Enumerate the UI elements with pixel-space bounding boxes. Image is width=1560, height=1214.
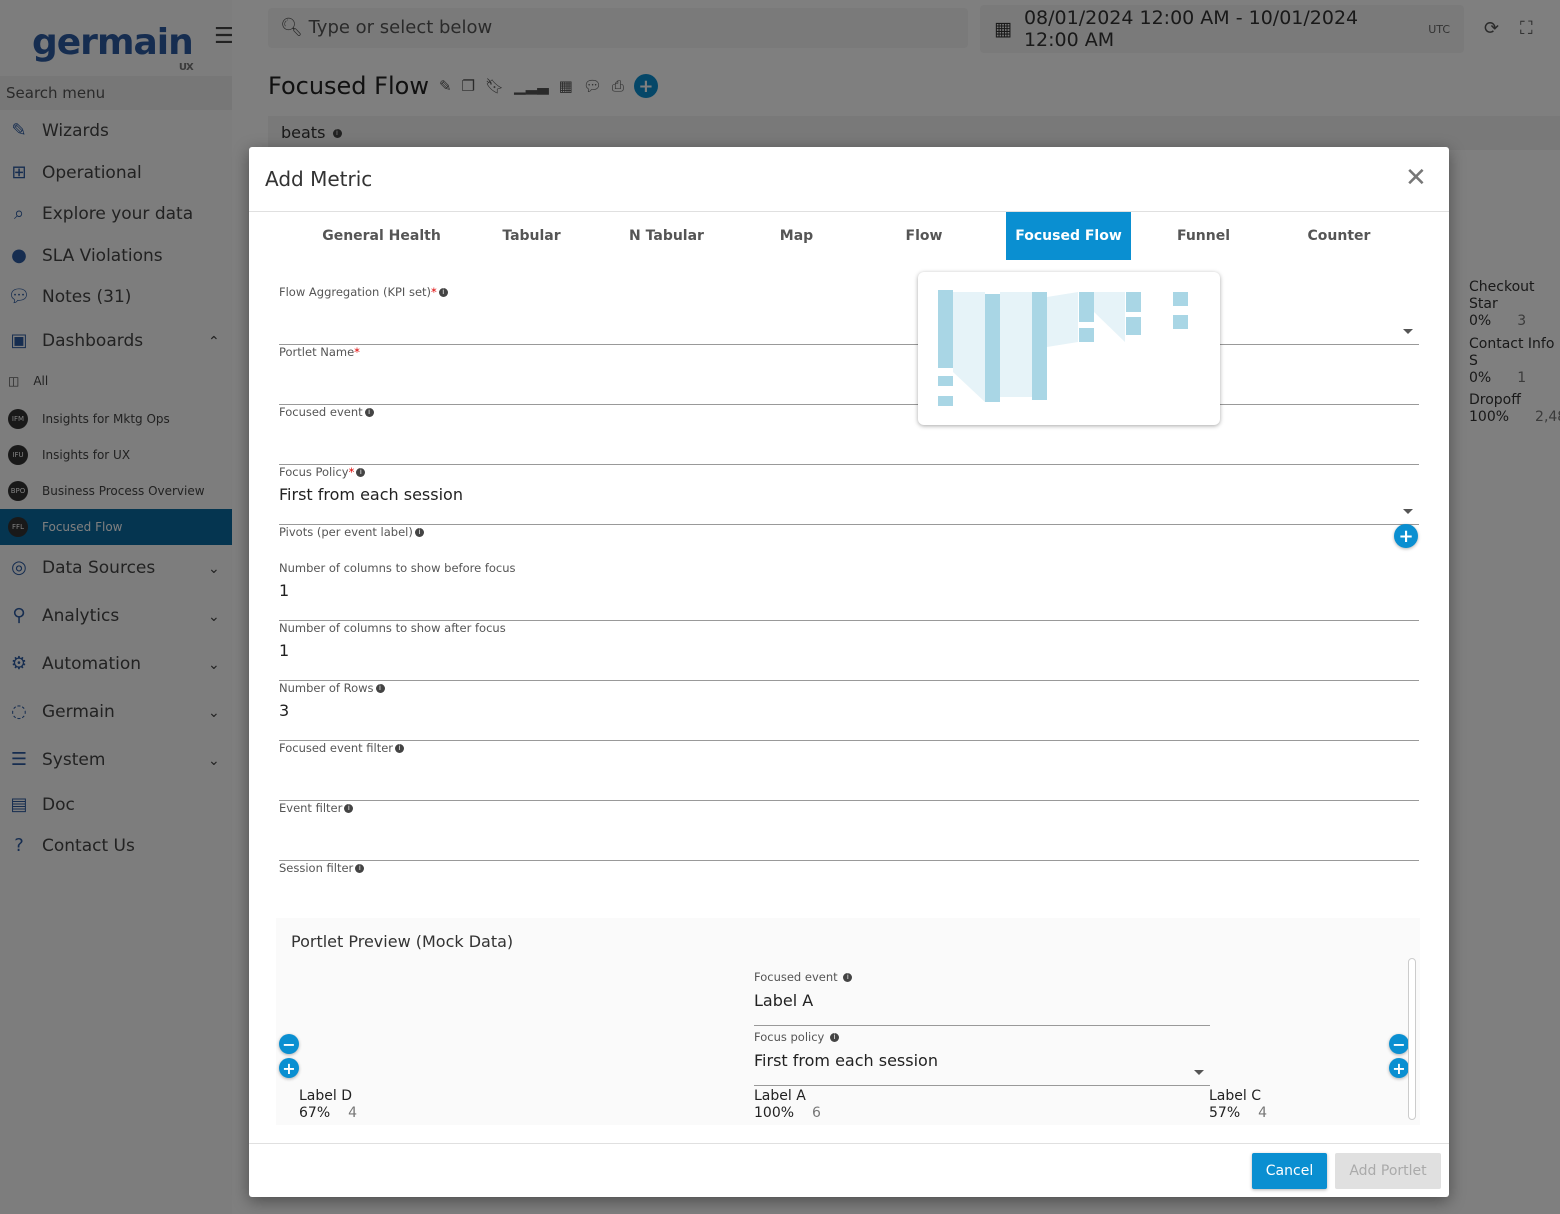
field-number-of-columns-to-show-after-focus[interactable]: Number of columns to show after focus 1: [279, 621, 1419, 681]
preview-node: Label D 67% 4: [299, 1088, 358, 1121]
add-pivot-button[interactable]: +: [1394, 524, 1418, 548]
field-focused-event-filter[interactable]: Focused event filter i: [279, 741, 1419, 801]
field-event-filter[interactable]: Event filter i: [279, 801, 1419, 861]
preview-focused-event-field[interactable]: Focused event i Label A: [754, 966, 1210, 1026]
preview-title: Portlet Preview (Mock Data): [291, 932, 514, 951]
field-session-filter[interactable]: Session filter i: [279, 861, 1419, 921]
cancel-button[interactable]: Cancel: [1252, 1153, 1327, 1189]
info-icon: i: [395, 744, 405, 753]
field-focus-policy[interactable]: Focus Policy* i First from each session: [279, 465, 1419, 525]
add-metric-dialog: Add Metric ✕ General Health Tabular N Tabu…: [249, 147, 1449, 1197]
tab-tabular[interactable]: Tabular: [502, 228, 561, 244]
chevron-down-icon: [1403, 509, 1413, 514]
close-icon[interactable]: ✕: [1405, 163, 1427, 193]
tab-flow[interactable]: Flow: [905, 228, 943, 244]
tab-general-health[interactable]: General Health: [322, 228, 441, 244]
preview-focus-policy-select[interactable]: Focus policy i First from each session: [754, 1026, 1210, 1086]
field-pivots-per-event-label-[interactable]: Pivots (per event label) i: [279, 525, 1419, 555]
chevron-down-icon: [1194, 1070, 1204, 1075]
info-icon: i: [375, 684, 385, 693]
preview-node: Label A 100% 6: [754, 1088, 821, 1121]
field-number-of-rows[interactable]: Number of Rows i 3: [279, 681, 1419, 741]
field-flow-aggregation-kpi-set-[interactable]: Flow Aggregation (KPI set)* i: [279, 285, 1419, 345]
add-portlet-button[interactable]: Add Portlet: [1335, 1153, 1441, 1189]
field-portlet-name[interactable]: Portlet Name*: [279, 345, 1419, 405]
info-icon: i: [414, 528, 424, 537]
dialog-title: Add Metric: [265, 167, 373, 191]
field-focused-event[interactable]: Focused event i: [279, 405, 1419, 465]
focused-flow-preview-thumbnail: [918, 272, 1220, 425]
remove-before-column-button[interactable]: −: [279, 1034, 299, 1054]
tab-n-tabular[interactable]: N Tabular: [629, 228, 704, 244]
chevron-down-icon: [1403, 329, 1413, 334]
info-icon: i: [344, 804, 354, 813]
tab-counter[interactable]: Counter: [1307, 228, 1371, 244]
field-number-of-columns-to-show-before-focus[interactable]: Number of columns to show before focus 1: [279, 561, 1419, 621]
tab-focused-flow[interactable]: Focused Flow: [1006, 212, 1131, 260]
info-icon: i: [364, 408, 374, 417]
preview-node: Label C 57% 4: [1209, 1088, 1268, 1121]
info-icon: i: [438, 288, 448, 297]
portlet-preview: Portlet Preview (Mock Data) Focused even…: [276, 918, 1420, 1125]
info-icon: i: [356, 468, 366, 477]
tab-map[interactable]: Map: [779, 228, 814, 244]
add-before-column-button[interactable]: +: [279, 1058, 299, 1078]
preview-scrollbar[interactable]: [1408, 958, 1416, 1120]
add-after-column-button[interactable]: +: [1389, 1058, 1409, 1078]
tab-funnel[interactable]: Funnel: [1176, 228, 1231, 244]
remove-after-column-button[interactable]: −: [1389, 1034, 1409, 1054]
info-icon: i: [355, 864, 365, 873]
